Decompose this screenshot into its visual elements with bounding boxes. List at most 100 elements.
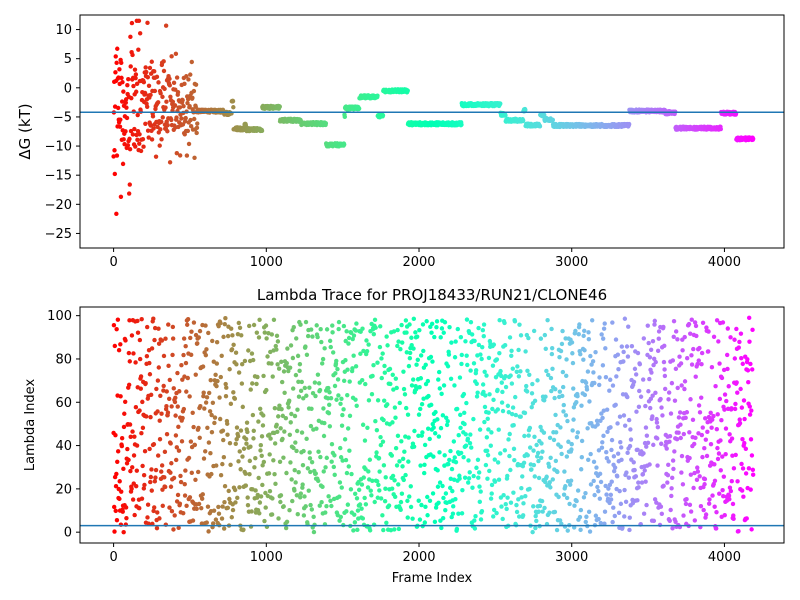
lambda-point: [187, 394, 192, 399]
lambda-point: [343, 457, 349, 463]
dg-point: [119, 60, 124, 66]
lambda-point: [673, 366, 679, 372]
lambda-point: [383, 486, 388, 491]
lambda-point: [713, 526, 719, 531]
lambda-point: [342, 437, 348, 442]
lambda-point: [143, 381, 148, 386]
lambda-point: [710, 417, 715, 422]
lambda-point: [687, 430, 692, 435]
lambda-point: [604, 407, 610, 412]
lambda-point: [495, 407, 501, 412]
lambda-point: [220, 461, 225, 467]
lambda-point: [385, 343, 390, 348]
lambda-point: [726, 384, 731, 389]
lambda-point: [302, 385, 307, 391]
lambda-point: [179, 362, 184, 368]
lambda-point: [431, 425, 436, 430]
dg-point: [153, 154, 159, 159]
lambda-point: [703, 512, 709, 517]
lambda-point: [357, 502, 363, 507]
lambda-point: [223, 316, 228, 321]
lambda-point: [371, 362, 376, 368]
lambda-point: [711, 413, 716, 419]
lambda-point: [208, 377, 213, 383]
lambda-point: [727, 497, 732, 502]
lambda-point: [742, 440, 747, 446]
lambda-point: [641, 377, 646, 382]
dg-point: [124, 105, 129, 110]
lambda-point: [378, 496, 384, 501]
lambda-point: [240, 404, 245, 410]
lambda-point: [313, 393, 318, 399]
lambda-point: [330, 350, 336, 355]
lambda-point: [343, 358, 348, 363]
lambda-point: [692, 470, 697, 476]
lambda-point: [210, 521, 216, 526]
lambda-point: [117, 496, 122, 502]
lambda-point: [619, 344, 625, 349]
lambda-point: [433, 409, 438, 415]
lambda-point: [287, 398, 292, 403]
lambda-point: [480, 382, 486, 387]
lambda-point: [335, 366, 340, 372]
lambda-point: [512, 457, 517, 463]
lambda-point: [243, 436, 249, 442]
dg-point: [188, 117, 193, 123]
lambda-point: [119, 435, 125, 441]
lambda-y-tick-label: 40: [55, 439, 72, 454]
lambda-point: [507, 453, 512, 459]
lambda-point: [662, 343, 667, 349]
lambda-point: [511, 490, 516, 495]
lambda-y-axis-label: Lambda Index: [23, 379, 38, 472]
lambda-point: [684, 355, 690, 361]
dg-point: [149, 137, 155, 142]
lambda-point: [467, 440, 473, 446]
lambda-point: [545, 317, 550, 323]
dg-point: [626, 121, 632, 127]
lambda-point: [141, 486, 147, 491]
lambda-point: [351, 353, 356, 358]
lambda-point: [210, 400, 216, 406]
lambda-point: [221, 334, 226, 340]
lambda-point: [609, 479, 614, 484]
lambda-point: [392, 494, 398, 500]
lambda-point: [635, 350, 641, 356]
lambda-point: [117, 479, 122, 484]
lambda-point: [286, 368, 291, 374]
dg-point: [169, 54, 174, 59]
lambda-point: [470, 485, 475, 490]
lambda-point: [626, 475, 632, 480]
lambda-point: [326, 411, 332, 416]
lambda-point: [465, 480, 471, 485]
lambda-point: [411, 377, 416, 382]
lambda-point: [619, 457, 624, 463]
lambda-point: [235, 331, 241, 337]
lambda-point: [183, 360, 189, 366]
dg-point: [142, 90, 148, 96]
dg-y-axis-label: ΔG (kT): [16, 103, 34, 159]
lambda-point: [222, 499, 227, 505]
lambda-point: [418, 406, 423, 412]
lambda-points: [111, 315, 756, 535]
lambda-point: [317, 503, 322, 508]
lambda-point: [113, 433, 118, 438]
lambda-point: [188, 335, 193, 341]
dg-point: [542, 112, 547, 118]
lambda-point: [510, 366, 515, 371]
lambda-point: [372, 499, 377, 505]
lambda-point: [572, 503, 577, 508]
lambda-point: [279, 359, 284, 364]
lambda-point: [464, 400, 469, 406]
lambda-point: [682, 334, 687, 340]
lambda-point: [677, 410, 683, 415]
lambda-point: [360, 326, 365, 331]
lambda-point: [487, 468, 492, 474]
lambda-point: [332, 383, 338, 389]
lambda-point: [548, 485, 553, 490]
lambda-point: [349, 330, 354, 336]
lambda-point: [669, 486, 674, 491]
lambda-point: [511, 423, 516, 428]
lambda-point: [370, 373, 375, 379]
lambda-point: [203, 323, 208, 328]
lambda-point: [355, 508, 361, 513]
